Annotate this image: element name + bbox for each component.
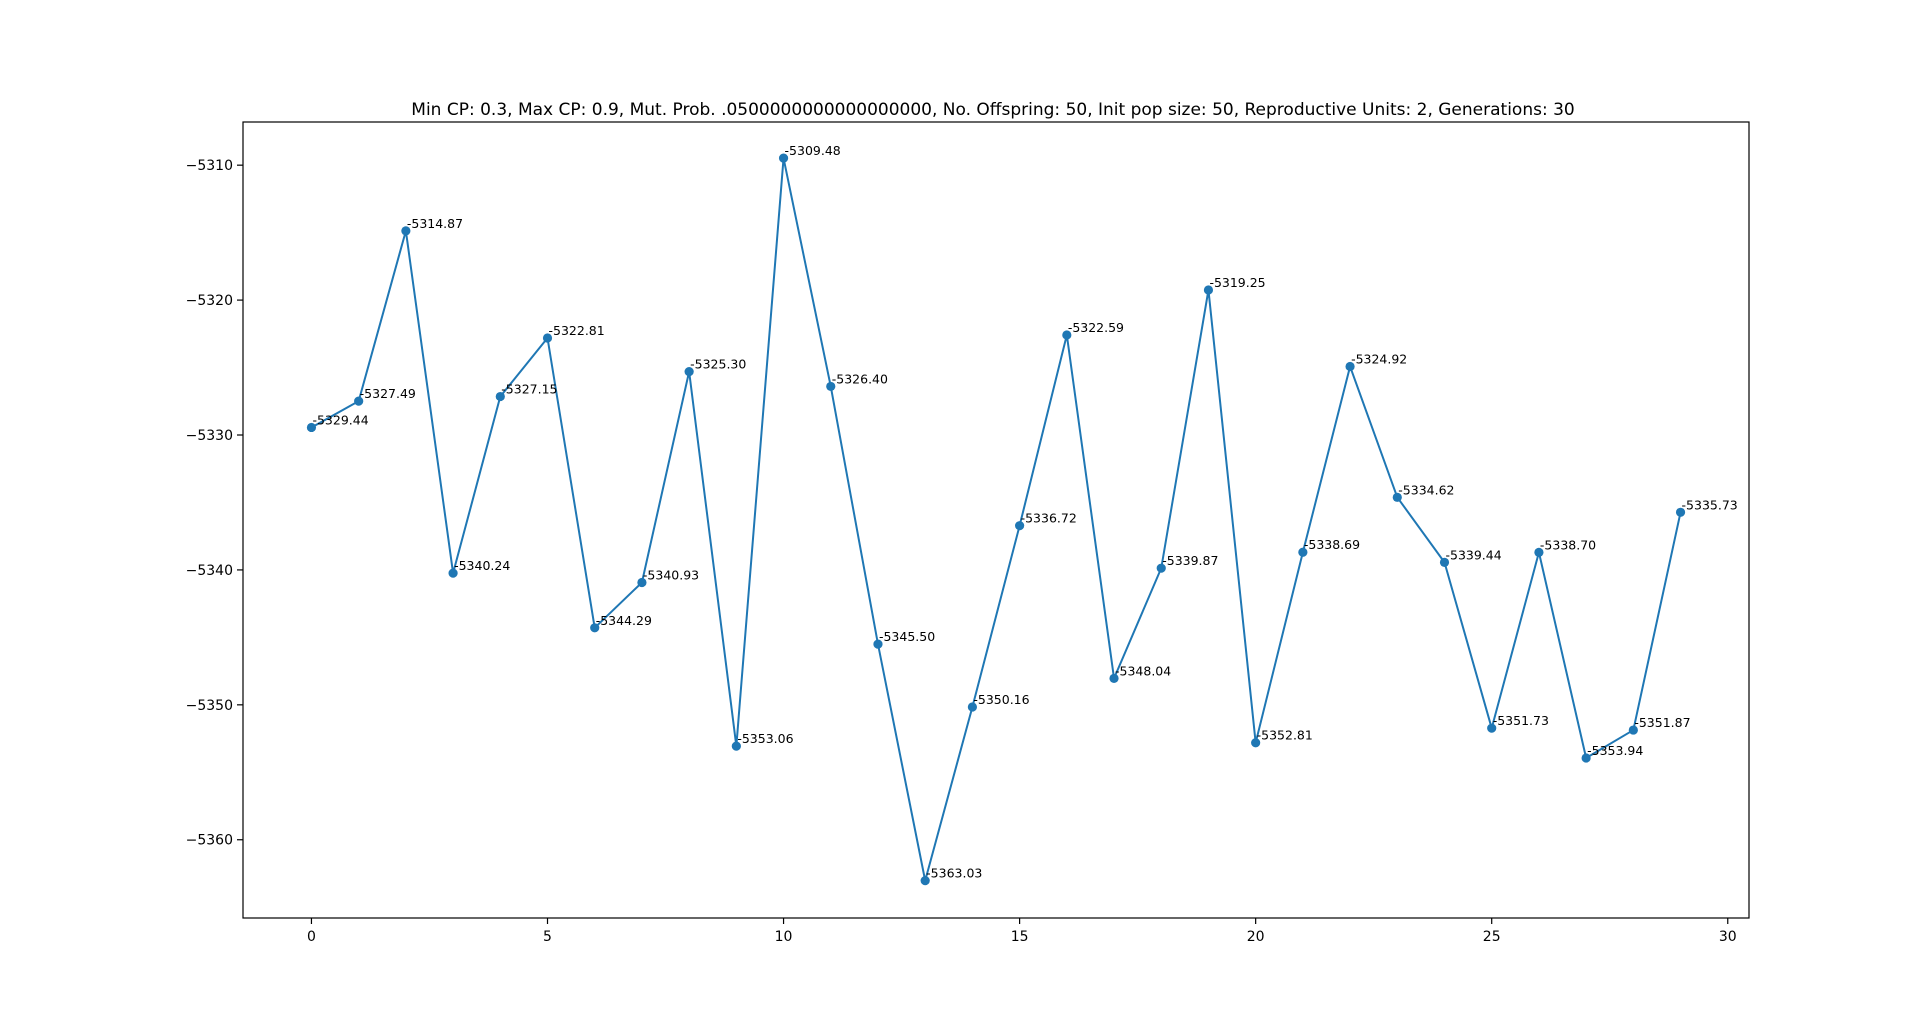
data-label: -5345.50 [879,629,935,644]
data-label: -5327.15 [501,382,557,397]
data-label: -5351.87 [1634,715,1690,730]
data-label: -5340.93 [643,567,699,582]
data-point [1628,725,1638,735]
data-label: -5344.29 [596,613,652,628]
data-point [731,741,741,751]
y-tick-label: −5340 [186,563,233,579]
data-label: -5314.87 [407,216,463,231]
data-point [1439,557,1450,567]
data-point [1156,563,1166,573]
data-point [873,639,883,649]
y-tick-label: −5320 [186,293,233,309]
data-point [448,568,458,578]
data-label: -5348.04 [1115,663,1171,678]
data-point [495,391,505,402]
data-label: -5339.87 [1162,553,1218,568]
x-tick-label: 30 [1719,929,1737,945]
data-point [1251,738,1261,748]
data-label: -5338.69 [1304,537,1360,552]
y-tick-label: −5360 [186,833,233,849]
data-point [1015,521,1025,531]
data-label: -5327.49 [360,386,416,401]
data-label: -5350.16 [973,692,1029,707]
data-point [920,876,930,886]
y-tick-label: −5350 [186,698,233,714]
data-point [1675,507,1686,517]
data-label: -5335.73 [1682,497,1738,512]
data-label: -5338.70 [1540,537,1596,552]
data-point [1392,492,1402,502]
data-label: -5319.25 [1209,275,1265,290]
data-label: -5309.48 [785,143,841,158]
data-label: -5322.81 [549,323,605,338]
data-point [1062,330,1072,340]
data-point [1203,285,1214,295]
data-label: -5322.59 [1068,320,1124,335]
data-point [967,702,977,712]
y-tick-label: −5310 [186,158,233,174]
chart-title: Min CP: 0.3, Max CP: 0.9, Mut. Prob. .05… [411,100,1574,120]
data-point [1534,547,1544,557]
data-label: -5329.44 [312,412,368,427]
data-point [684,366,694,377]
data-point [778,153,789,163]
data-point [590,623,600,633]
plot-frame [242,121,1750,919]
data-label: -5334.62 [1398,482,1454,497]
x-tick-label: 15 [1011,929,1029,945]
data-point [1487,723,1497,733]
plot-area: 0 5 10 15 20 25 30 −5310 −5320 −5330 −5340 −5350 −53… [186,143,1738,945]
data-label: -5352.81 [1257,728,1313,743]
series-line [310,157,1682,882]
data-label: -5353.06 [737,731,793,746]
data-label: -5325.30 [690,357,746,372]
data-point [1581,753,1591,763]
data-point [401,226,411,236]
x-tick-label: 5 [543,929,552,945]
data-point [354,396,364,406]
data-point [1345,361,1355,372]
data-label: -5326.40 [832,371,888,386]
x-tick-label: 20 [1247,929,1265,945]
data-point [1109,673,1119,683]
data-label: -5336.72 [1021,511,1077,526]
data-point [637,577,647,588]
data-label: -5363.03 [926,866,982,881]
data-point [542,333,553,343]
data-label: -5340.24 [454,558,510,573]
data-label: -5351.73 [1493,713,1549,728]
x-tick-label: 25 [1483,929,1501,945]
y-tick-label: −5330 [186,428,233,444]
x-tick-label: 0 [307,929,316,945]
data-point [306,422,317,433]
data-point [1298,547,1308,557]
data-label: -5339.44 [1445,547,1501,562]
data-point [826,381,836,392]
x-tick-label: 10 [775,929,793,945]
data-label: -5324.92 [1351,351,1407,366]
data-label: -5353.94 [1587,743,1643,758]
